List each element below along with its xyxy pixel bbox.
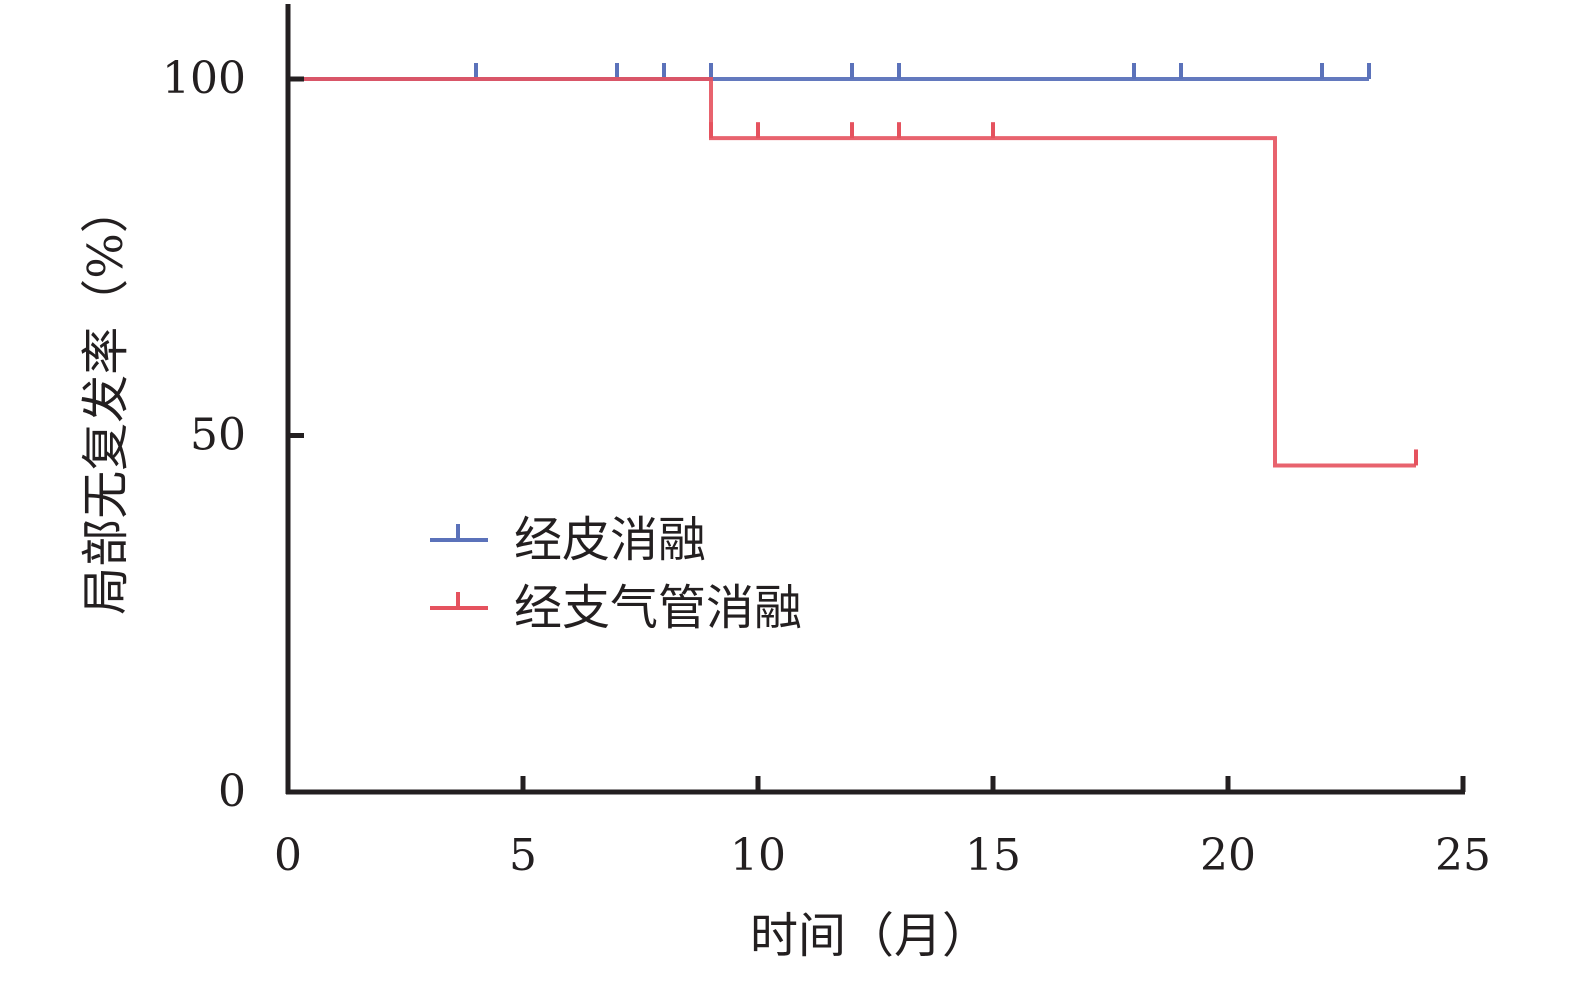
y-axis-title: 局部无复发率（%）	[78, 185, 134, 615]
legend-label-1: 经支气管消融	[514, 580, 802, 636]
plot-area	[288, 63, 1418, 468]
y-tick-label: 100	[162, 53, 246, 104]
y-tick-label: 50	[190, 410, 246, 461]
x-axis-title: 时间（月）	[750, 908, 990, 964]
legend-label-0: 经皮消融	[514, 512, 706, 568]
axes: 0 5 10 15 20 25 0 50 100 时间（月） 局部无复发率（%）	[78, 4, 1491, 964]
x-tick-label: 5	[509, 830, 537, 881]
x-tick-label: 10	[730, 830, 786, 881]
x-tick-label: 0	[274, 830, 302, 881]
y-tick-label: 0	[218, 766, 246, 817]
x-tick-label: 20	[1200, 830, 1256, 881]
x-tick-label: 15	[965, 830, 1021, 881]
x-tick-label: 25	[1435, 830, 1491, 881]
